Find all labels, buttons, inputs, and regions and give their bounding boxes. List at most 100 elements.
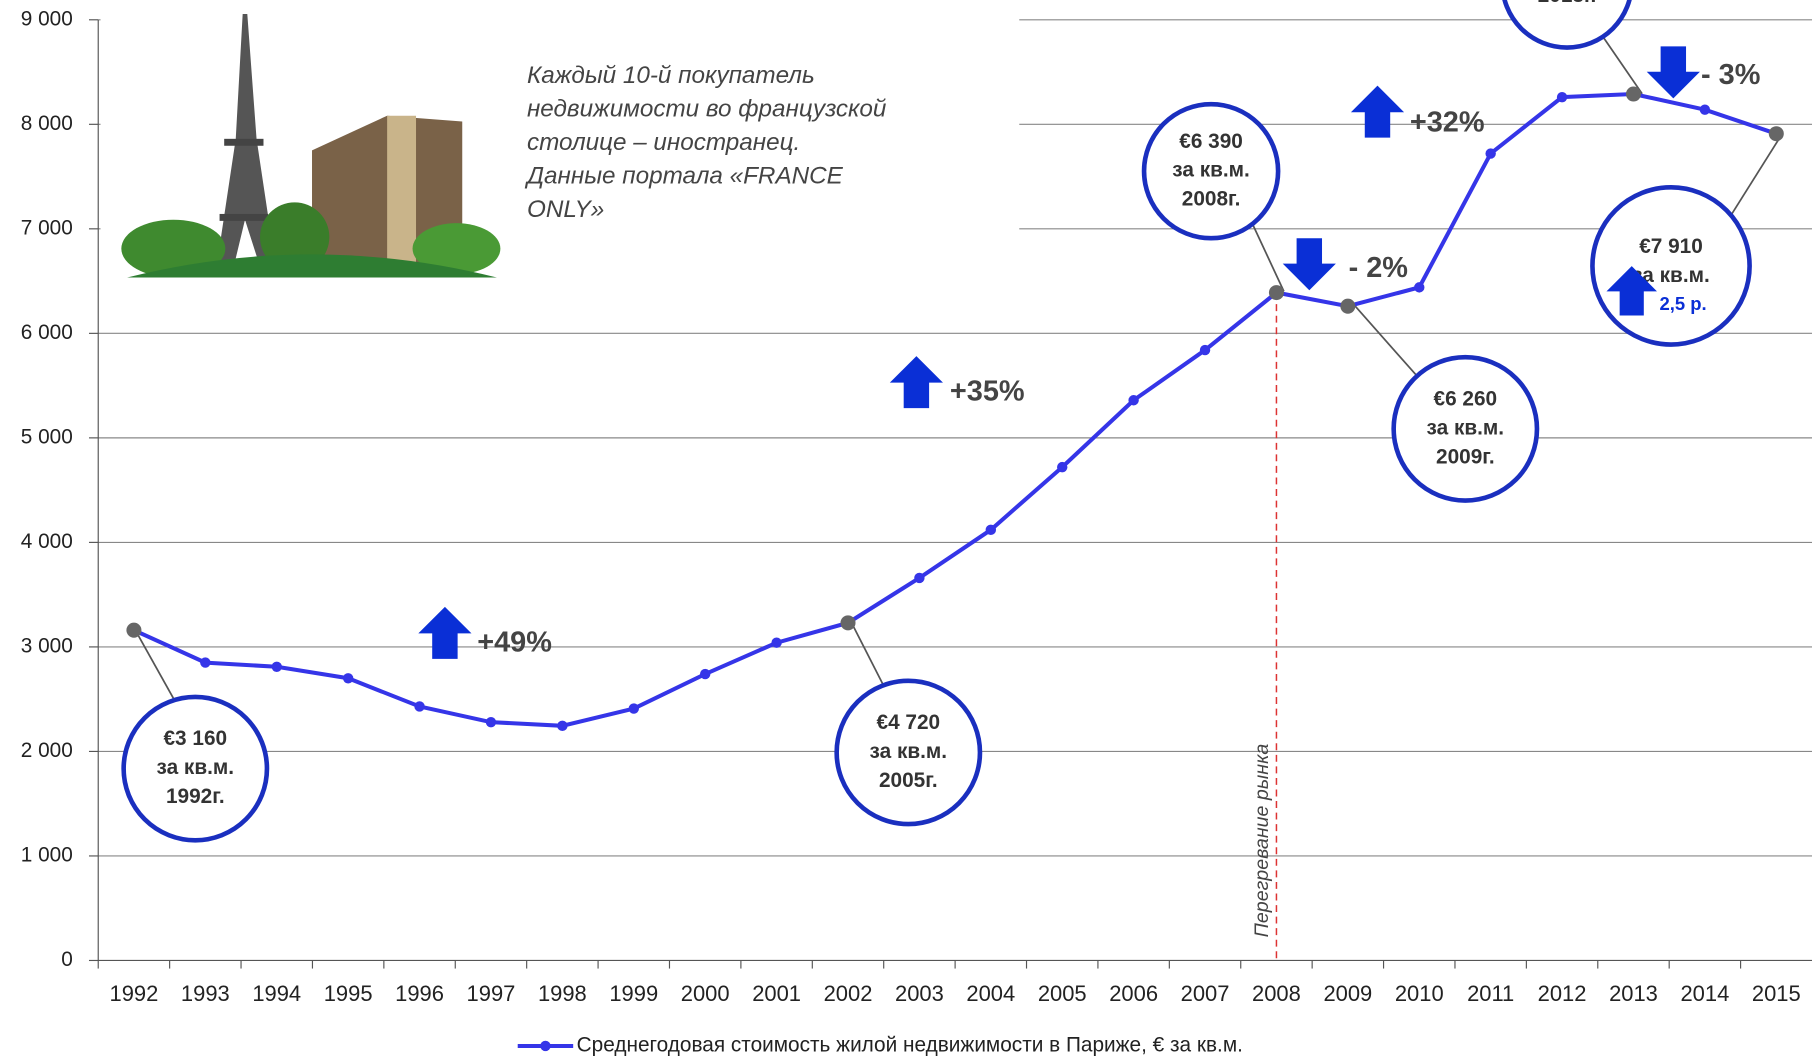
x-tick-label: 2015	[1752, 981, 1801, 1006]
y-tick-label: 7 000	[21, 216, 73, 239]
data-point	[342, 673, 354, 684]
data-point	[1057, 461, 1068, 473]
data-point	[414, 701, 425, 712]
change-arrow	[1282, 238, 1336, 291]
note-line: столице – иностранец.	[527, 129, 800, 156]
data-point	[1199, 344, 1211, 356]
callout-text: 2005г.	[879, 769, 938, 792]
x-tick-label: 2010	[1395, 981, 1444, 1006]
y-tick-label: 3 000	[21, 634, 73, 657]
data-point	[126, 622, 142, 638]
legend-marker	[540, 1040, 551, 1052]
callout-text: €6 390	[1179, 130, 1243, 153]
x-tick-label: 2001	[752, 981, 801, 1006]
callout-text: €4 720	[877, 711, 941, 734]
x-tick-label: 2014	[1680, 981, 1729, 1006]
x-tick-label: 2009	[1323, 981, 1372, 1006]
data-point	[771, 637, 782, 648]
callout-bubble	[1502, 0, 1632, 50]
callout-text: за кв.м.	[1172, 159, 1250, 182]
x-tick-label: 2007	[1181, 981, 1230, 1006]
data-point	[914, 572, 925, 584]
y-tick-label: 2 000	[21, 739, 73, 762]
data-point	[1128, 395, 1139, 406]
change-arrow	[1606, 266, 1657, 316]
callout-text: €6 260	[1434, 387, 1498, 410]
data-point	[1485, 148, 1496, 159]
note-line: Данные портала «FRANCE	[524, 162, 844, 189]
callout-connector	[134, 629, 175, 699]
x-tick-label: 2006	[1109, 981, 1158, 1006]
note-line: ONLY»	[527, 196, 604, 223]
callout-connector	[1603, 37, 1643, 95]
growth-label: 2,5 р.	[1659, 293, 1706, 314]
change-label: - 3%	[1701, 59, 1760, 91]
change-label: +32%	[1410, 106, 1485, 138]
callout-text: за кв.м.	[1427, 416, 1505, 439]
data-point	[1268, 285, 1284, 301]
data-point	[1556, 91, 1568, 103]
series-line	[133, 91, 1777, 728]
data-point	[699, 668, 711, 680]
callout-connector	[1730, 133, 1783, 216]
callout-text: 2009г.	[1436, 445, 1495, 468]
callout-text: за кв.м.	[1632, 264, 1710, 287]
callout-bubble	[121, 694, 270, 843]
callout-connector	[1353, 304, 1418, 377]
y-tick-label: 5 000	[21, 425, 73, 448]
change-label: +49%	[477, 626, 552, 658]
callout-bubble	[1141, 101, 1281, 241]
x-tick-label: 2011	[1467, 981, 1514, 1006]
x-tick-label: 2000	[681, 981, 730, 1006]
data-point	[985, 524, 997, 536]
callout-text: 2013г.	[1538, 0, 1597, 7]
y-tick-label: 4 000	[21, 530, 73, 553]
callout-connector	[850, 622, 884, 685]
callout-bubble	[1391, 354, 1540, 503]
data-point	[1768, 126, 1784, 142]
change-arrow	[1646, 46, 1700, 99]
x-tick-label: 1998	[538, 981, 587, 1006]
x-tick-label: 1995	[324, 981, 373, 1006]
data-point	[1625, 86, 1641, 102]
callout-connector	[1251, 223, 1285, 292]
x-tick-label: 1996	[395, 981, 444, 1006]
x-tick-label: 1992	[110, 981, 159, 1006]
x-tick-label: 2003	[895, 981, 944, 1006]
callout-text: 1992г.	[166, 785, 225, 808]
callout-text: за кв.м.	[157, 756, 235, 779]
data-point	[628, 703, 639, 714]
note-line: Каждый 10-й покупатель	[527, 62, 815, 89]
x-tick-label: 2008	[1252, 981, 1301, 1006]
data-point	[1699, 104, 1711, 115]
overheat-label: Перегревание рынка	[1251, 744, 1273, 938]
x-tick-label: 1999	[609, 981, 658, 1006]
change-arrow	[889, 356, 943, 409]
x-tick-label: 2004	[966, 981, 1015, 1006]
change-label: - 2%	[1349, 252, 1408, 284]
change-arrow	[418, 606, 472, 659]
x-tick-label: 2012	[1538, 981, 1587, 1006]
callout-text: за кв.м.	[870, 740, 948, 763]
y-tick-label: 9 000	[21, 7, 73, 30]
y-tick-label: 8 000	[21, 112, 73, 135]
y-tick-label: 0	[61, 948, 73, 971]
callout-text: 2008г.	[1182, 188, 1241, 211]
data-point	[840, 615, 856, 631]
legend-label: Среднегодовая стоимость жилой недвижимос…	[577, 1033, 1243, 1056]
x-tick-label: 1997	[467, 981, 516, 1006]
callout-bubble	[834, 678, 983, 827]
callout-text: €3 160	[163, 727, 227, 750]
data-point	[1340, 298, 1356, 314]
x-tick-label: 2002	[824, 981, 873, 1006]
x-tick-label: 2013	[1609, 981, 1658, 1006]
data-point	[557, 720, 568, 732]
x-tick-label: 1994	[252, 981, 301, 1006]
paris-illustration	[121, 14, 501, 278]
data-point	[200, 657, 211, 668]
data-point	[1414, 282, 1425, 293]
data-point	[271, 661, 282, 672]
note-line: недвижимости во французской	[527, 95, 886, 122]
y-tick-label: 6 000	[21, 321, 73, 344]
